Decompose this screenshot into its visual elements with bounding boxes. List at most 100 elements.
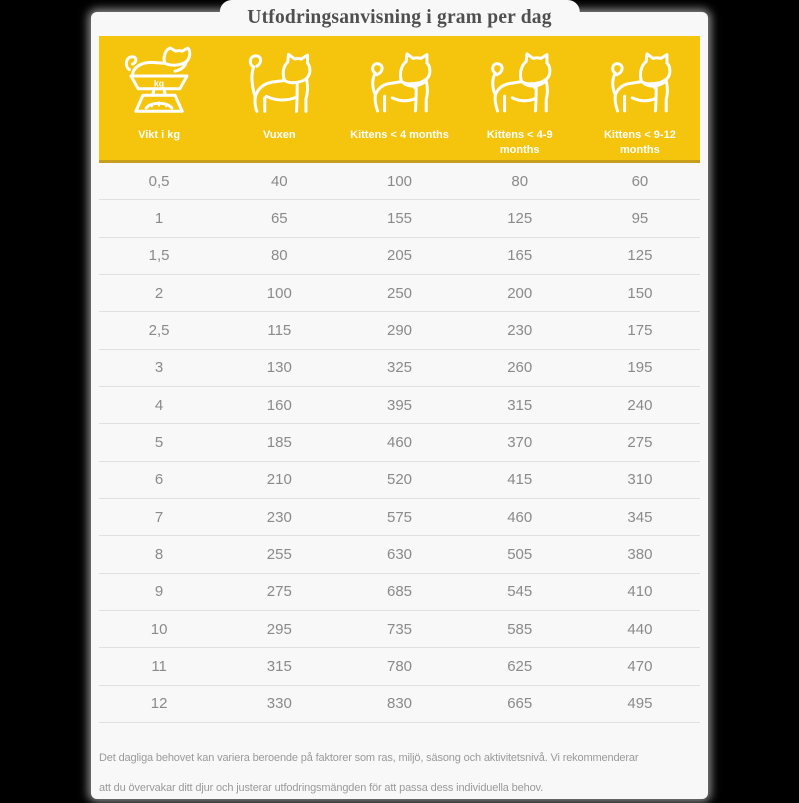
table-cell: 205 (386, 247, 413, 265)
scale-with-cat-icon: kg (119, 44, 199, 124)
table-cell: 125 (627, 247, 653, 265)
kg-label: kg (154, 78, 164, 88)
header-column-kitten-9-12: Kittens < 9-12 months (580, 36, 700, 160)
table-cell: 9 (154, 583, 164, 601)
table-cell: 505 (507, 545, 533, 563)
adult-cat-icon (235, 44, 323, 124)
table-row: 9 275 685 545 410 (99, 574, 700, 611)
header-column-adult: Vuxen (219, 36, 339, 160)
header-column-kitten-4-9: Kittens < 4-9 months (460, 36, 580, 160)
table-cell: 625 (507, 657, 533, 675)
table-cell: 230 (266, 508, 292, 526)
header-column-weight: kg Vikt i kg (99, 36, 219, 160)
column-label: Kittens < 4-9 months (486, 129, 553, 156)
table-cell: 290 (386, 321, 413, 339)
table-cell: 100 (266, 284, 292, 302)
table-cell: 440 (627, 620, 653, 638)
table-cell: 345 (627, 508, 653, 526)
table-row: 1 65 155 125 95 (99, 200, 700, 238)
footer-line: att du övervakar ditt djur och justerar … (99, 782, 543, 794)
table-cell: 4 (154, 396, 164, 414)
table-row: 12 330 830 665 495 (99, 686, 700, 723)
table-cell: 195 (627, 359, 653, 377)
table-cell: 200 (507, 284, 533, 302)
table-cell: 260 (507, 359, 533, 377)
table-cell: 460 (386, 433, 413, 451)
table-cell: 40 (270, 172, 288, 190)
table-cell: 295 (266, 620, 292, 638)
feeding-table-header: kg Vikt i kg Vuxen (99, 36, 700, 163)
table-cell: 7 (154, 508, 164, 526)
table-cell: 155 (386, 209, 413, 227)
table-cell: 165 (507, 247, 533, 265)
table-cell: 150 (627, 284, 653, 302)
table-cell: 380 (627, 545, 653, 563)
table-row: 5 185 460 370 275 (99, 424, 700, 462)
column-label: Kittens < 9-12 months (603, 129, 676, 156)
table-cell: 575 (386, 508, 413, 526)
table-cell: 1 (154, 209, 164, 227)
table-cell: 520 (386, 471, 413, 489)
table-cell: 95 (631, 209, 649, 227)
table-cell: 255 (266, 545, 292, 563)
table-row: 7 230 575 460 345 (99, 499, 700, 537)
table-cell: 415 (507, 471, 533, 489)
table-cell: 330 (266, 695, 292, 713)
table-cell: 10 (150, 620, 168, 638)
table-row: 0,5 40 100 80 60 (99, 163, 700, 201)
table-cell: 1,5 (148, 247, 170, 265)
footer-note: Det dagliga behovet kan variera beroende… (99, 723, 700, 803)
table-cell: 240 (627, 396, 653, 414)
header-column-kitten-4: Kittens < 4 months (339, 36, 459, 160)
table-cell: 11 (151, 657, 167, 675)
table-cell: 185 (266, 433, 292, 451)
table-row: 4 160 395 315 240 (99, 387, 700, 425)
table-cell: 470 (627, 657, 653, 675)
table-cell: 2,5 (148, 321, 170, 339)
table-cell: 545 (507, 583, 533, 601)
column-label: Vuxen (263, 129, 296, 141)
table-row: 1,5 80 205 165 125 (99, 238, 700, 275)
table-cell: 410 (627, 583, 653, 601)
feeding-table-body: 0,5 40 100 80 60 1 65 155 125 95 1,5 80 205 165 125 2 10… (99, 163, 700, 723)
table-cell: 0,5 (148, 172, 170, 190)
table-cell: 8 (154, 545, 164, 563)
page-title-text: Utfodringsanvisning i gram per dag (247, 7, 552, 28)
table-cell: 6 (154, 471, 164, 489)
table-cell: 210 (266, 471, 292, 489)
table-cell: 60 (631, 172, 649, 190)
table-cell: 830 (386, 695, 413, 713)
column-label: Kittens < 4 months (350, 129, 449, 141)
table-cell: 665 (507, 695, 533, 713)
table-cell: 310 (627, 471, 653, 489)
table-cell: 125 (507, 209, 533, 227)
table-cell: 275 (266, 583, 292, 601)
table-cell: 460 (507, 508, 533, 526)
table-cell: 115 (267, 321, 292, 339)
page-title: Utfodringsanvisning i gram per dag (219, 0, 580, 34)
kitten-icon (480, 44, 560, 124)
table-cell: 585 (507, 620, 533, 638)
table-cell: 780 (386, 657, 413, 675)
table-cell: 230 (507, 321, 533, 339)
table-cell: 370 (507, 433, 533, 451)
footer-line: Det dagliga behovet kan variera beroende… (99, 752, 639, 764)
table-cell: 175 (627, 321, 653, 339)
table-cell: 80 (270, 247, 288, 265)
table-cell: 130 (266, 359, 292, 377)
table-cell: 315 (266, 657, 292, 675)
table-row: 2,5 115 290 230 175 (99, 312, 700, 350)
table-cell: 5 (154, 433, 164, 451)
table-cell: 3 (154, 359, 164, 377)
kitten-icon (360, 44, 440, 124)
table-cell: 250 (386, 284, 413, 302)
feeding-guide-card: Utfodringsanvisning i gram per dag kg Vi (91, 0, 708, 799)
table-row: 10 295 735 585 440 (99, 611, 700, 649)
table-cell: 160 (266, 396, 292, 414)
table-cell: 685 (386, 583, 413, 601)
table-cell: 495 (627, 695, 653, 713)
table-cell: 315 (507, 396, 533, 414)
table-cell: 12 (150, 695, 168, 713)
table-row: 3 130 325 260 195 (99, 350, 700, 387)
table-cell: 275 (627, 433, 653, 451)
